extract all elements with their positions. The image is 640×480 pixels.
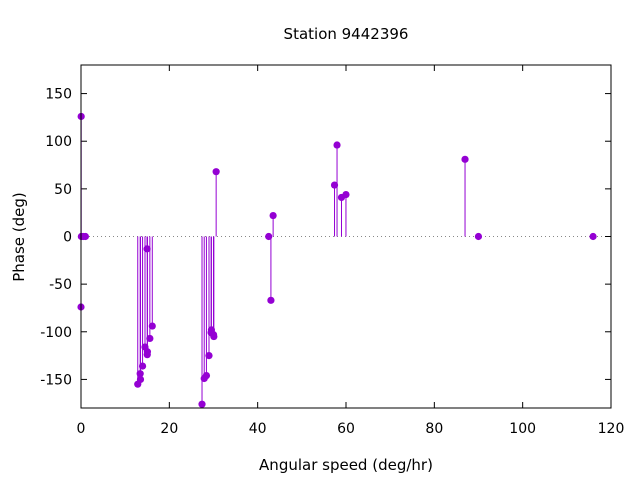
x-tick-label: 80 (425, 421, 443, 437)
data-point (342, 190, 350, 199)
plot-area: 0 20 40 60 80 100 120 -150 -100 -50 0 50 100 150 (40, 64, 625, 437)
x-tick-label: 120 (598, 421, 625, 437)
y-tick-label: 150 (45, 87, 72, 103)
y-tick-label: -100 (40, 325, 72, 341)
x-tick-label: 0 (77, 421, 86, 437)
data-point (136, 375, 145, 384)
x-axis-label: Angular speed (deg/hr) (259, 456, 433, 474)
data-point (205, 351, 213, 360)
x-tick-label: 60 (337, 421, 355, 437)
data-point (138, 362, 147, 370)
data-point (198, 400, 206, 408)
data-point (474, 232, 483, 241)
y-tick-label: 0 (63, 230, 72, 246)
y-tick-label: 50 (54, 182, 72, 198)
chart-title: Station 9442396 (284, 25, 409, 43)
x-tick-label: 20 (160, 421, 178, 437)
data-point (267, 296, 275, 304)
data-point (143, 348, 152, 356)
data-point (461, 155, 469, 163)
data-point (81, 232, 90, 241)
data-point (148, 322, 156, 330)
data-point (146, 334, 154, 343)
y-axis-label: Phase (deg) (10, 192, 28, 282)
data-point (333, 141, 341, 149)
x-tick-label: 100 (509, 421, 536, 437)
x-tick-label: 40 (249, 421, 267, 437)
data-point (330, 181, 339, 189)
data-point (210, 332, 218, 341)
data-point (202, 372, 211, 380)
plot-frame (80, 64, 612, 409)
data-point (589, 232, 597, 241)
data-point (212, 168, 220, 176)
y-tick-label: -150 (40, 372, 72, 388)
data-point (269, 211, 277, 220)
y-tick-label: -50 (49, 277, 72, 293)
y-tick-label: 100 (45, 134, 72, 150)
